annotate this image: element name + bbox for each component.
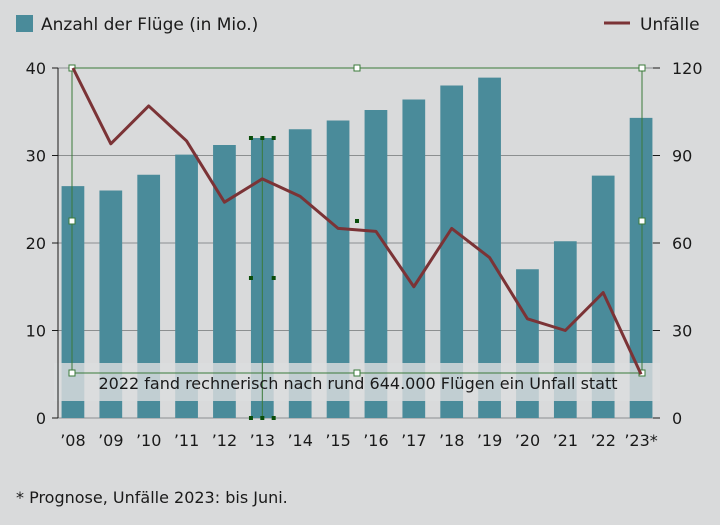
bar xyxy=(137,174,161,418)
bar xyxy=(99,190,123,418)
selection-handle xyxy=(260,136,265,140)
bar xyxy=(591,175,615,418)
frame-handle xyxy=(353,64,361,72)
selection-frame xyxy=(68,64,646,420)
x-tick-label: ’19 xyxy=(477,431,502,450)
annotation-band xyxy=(54,363,660,401)
x-tick-label: ’08 xyxy=(60,431,85,450)
y-left-tick-label: 20 xyxy=(26,234,46,253)
y-left-tick-label: 0 xyxy=(36,409,46,428)
bar xyxy=(402,99,426,418)
legend: Anzahl der Flüge (in Mio.) Unfälle xyxy=(16,15,700,35)
selection-handle xyxy=(248,416,253,420)
x-axis: ’08 ’09 ’10 ’11 ’12 ’13 ’14 ’15 ’16 ’17 ’18 ’19 ’20 ’… xyxy=(60,431,658,450)
x-tick-label: ’17 xyxy=(401,431,426,450)
x-tick-label: ’09 xyxy=(98,431,123,450)
selection-handle xyxy=(355,219,359,223)
y-left-tick-label: 10 xyxy=(26,322,46,341)
y-left-tick-label: 30 xyxy=(26,147,46,166)
selection-handle xyxy=(271,136,276,140)
y-right-tick-label: 30 xyxy=(672,322,692,341)
selection-handle xyxy=(271,276,276,280)
x-tick-label: ’20 xyxy=(515,431,540,450)
bar xyxy=(629,117,653,418)
frame-handle xyxy=(68,369,76,377)
annotation-text: 2022 fand rechnerisch nach rund 644.000 … xyxy=(98,374,617,393)
bar xyxy=(478,77,501,418)
y-axis-right: 0 30 60 90 120 xyxy=(653,59,703,428)
frame-handle xyxy=(68,217,76,225)
frame-handle xyxy=(638,217,646,225)
legend-label-unfaelle: Unfälle xyxy=(640,15,700,35)
bar xyxy=(61,186,85,418)
bar xyxy=(440,85,464,418)
x-tick-label: ’21 xyxy=(553,431,578,450)
line-series-unfaelle xyxy=(71,67,643,375)
x-tick-label: ’18 xyxy=(439,431,464,450)
frame-handle xyxy=(68,64,76,72)
y-right-tick-label: 90 xyxy=(672,147,692,166)
x-tick-label: ’15 xyxy=(325,431,350,450)
x-tick-label: ’16 xyxy=(363,431,388,450)
y-right-tick-label: 60 xyxy=(672,234,692,253)
selection-handle xyxy=(260,416,265,420)
y-axis-left: 0 10 20 30 40 xyxy=(26,59,59,428)
bar xyxy=(175,154,198,418)
x-tick-label: ’10 xyxy=(136,431,161,450)
legend-label-fluege: Anzahl der Flüge (in Mio.) xyxy=(41,15,258,35)
legend-swatch-fluege xyxy=(16,15,33,32)
x-tick-label: ’12 xyxy=(212,431,237,450)
bar xyxy=(213,145,236,418)
x-tick-label: ’11 xyxy=(174,431,199,450)
selection-handle xyxy=(248,276,253,280)
y-right-tick-label: 0 xyxy=(672,409,682,428)
x-tick-label: ’23* xyxy=(624,431,657,450)
x-tick-label: ’22 xyxy=(590,431,615,450)
footnote: * Prognose, Unfälle 2023: bis Juni. xyxy=(16,488,288,507)
bar xyxy=(326,120,350,418)
x-tick-label: ’13 xyxy=(250,431,275,450)
selection-handle xyxy=(248,136,253,140)
y-left-tick-label: 40 xyxy=(26,59,46,78)
x-tick-label: ’14 xyxy=(287,431,312,450)
selection-handle xyxy=(271,416,276,420)
bar xyxy=(364,110,388,418)
frame-handle xyxy=(353,369,361,377)
frame-handle xyxy=(638,64,646,72)
y-right-tick-label: 120 xyxy=(672,59,703,78)
